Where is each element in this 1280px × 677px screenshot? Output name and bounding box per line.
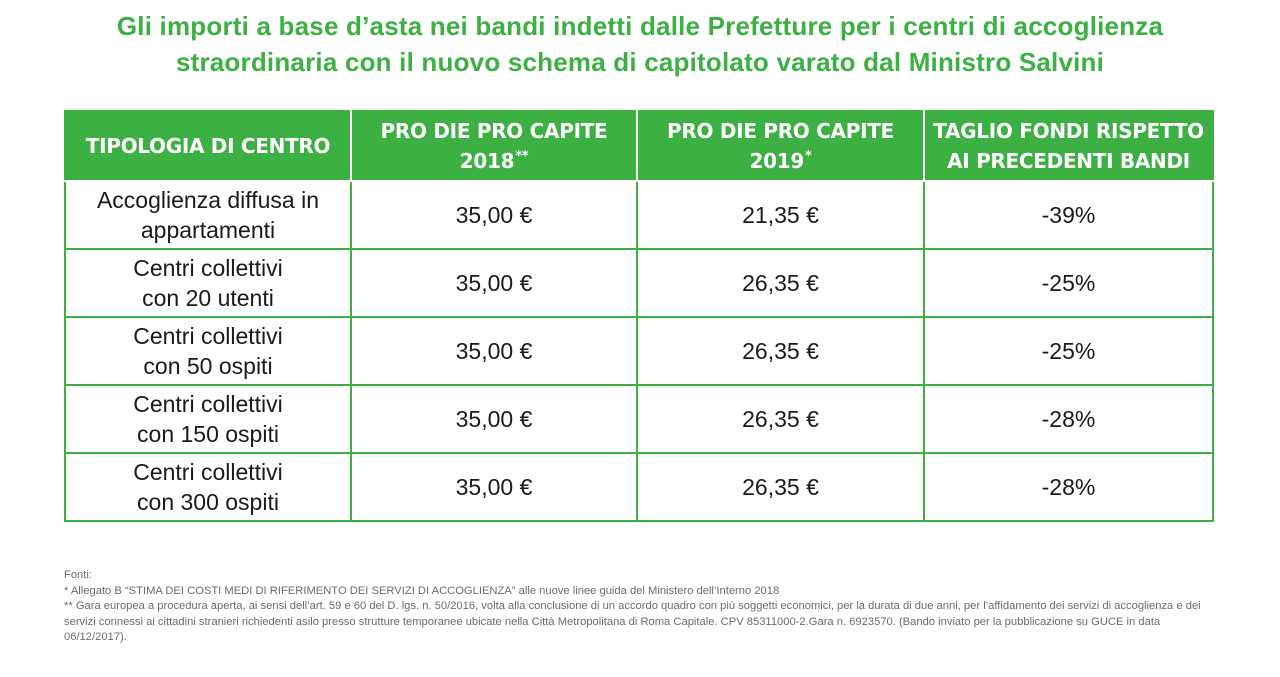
page-title-line-2: straordinaria con il nuovo schema di cap… bbox=[175, 47, 1105, 77]
cell-center-type: Centri collettivi con 20 utenti bbox=[64, 248, 352, 318]
source-note-2: ** Gara europea a procedura aperta, ai s… bbox=[64, 600, 1201, 643]
cell-text: appartamenti bbox=[140, 217, 276, 243]
column-header-label: TIPOLOGIA DI CENTRO bbox=[85, 134, 331, 158]
sources-notes: Fonti: * Allegato B “STIMA DEI COSTI MED… bbox=[64, 568, 1224, 646]
cell-pro-die-2019: 26,35 € bbox=[636, 248, 925, 318]
table-header-row: TIPOLOGIA DI CENTRO PRO DIE PRO CAPITE 2… bbox=[64, 110, 1214, 182]
column-header-label: PRO DIE PRO CAPITE bbox=[667, 119, 894, 143]
column-header-year: 2018 bbox=[459, 149, 515, 173]
sources-label: Fonti: bbox=[64, 569, 92, 581]
page-title: Gli importi a base d’asta nei bandi inde… bbox=[40, 8, 1240, 80]
table-row: Centri collettivi con 150 ospiti 35,00 €… bbox=[64, 384, 1214, 454]
cell-pro-die-2018: 35,00 € bbox=[350, 248, 638, 318]
cell-center-type: Centri collettivi con 300 ospiti bbox=[64, 452, 352, 522]
cell-pro-die-2019: 26,35 € bbox=[636, 452, 925, 522]
cell-text: Centri collettivi bbox=[133, 255, 283, 281]
column-header-label: TAGLIO FONDI RISPETTO bbox=[933, 119, 1204, 143]
cell-pro-die-2018: 35,00 € bbox=[350, 316, 638, 386]
column-header-year-line: 2018** bbox=[358, 146, 630, 176]
table-row: Centri collettivi con 300 ospiti 35,00 €… bbox=[64, 452, 1214, 522]
table-row: Accoglienza diffusa in appartamenti 35,0… bbox=[64, 180, 1214, 250]
source-note-1: * Allegato B “STIMA DEI COSTI MEDI DI RI… bbox=[64, 584, 780, 597]
column-header-year: 2019 bbox=[749, 149, 805, 173]
cell-pro-die-2018: 35,00 € bbox=[350, 180, 638, 250]
footnote-mark: ** bbox=[515, 149, 529, 164]
column-header-label: PRO DIE PRO CAPITE bbox=[380, 119, 608, 143]
column-header-tipologia: TIPOLOGIA DI CENTRO bbox=[64, 110, 352, 182]
footnote-mark: * bbox=[804, 149, 812, 164]
cell-text: con 20 utenti bbox=[142, 285, 274, 311]
cell-text: con 50 ospiti bbox=[143, 353, 273, 379]
cell-funding-cut: -39% bbox=[923, 180, 1214, 250]
page-title-line-1: Gli importi a base d’asta nei bandi inde… bbox=[116, 11, 1164, 41]
cell-pro-die-2019: 21,35 € bbox=[636, 180, 925, 250]
column-header-label: AI PRECEDENTI BANDI bbox=[947, 149, 1190, 173]
cell-pro-die-2018: 35,00 € bbox=[350, 452, 638, 522]
cell-text: Centri collettivi bbox=[133, 391, 283, 417]
cell-funding-cut: -28% bbox=[923, 384, 1214, 454]
cell-pro-die-2019: 26,35 € bbox=[636, 384, 925, 454]
table-row: Centri collettivi con 20 utenti 35,00 € … bbox=[64, 248, 1214, 318]
column-header-taglio-fondi: TAGLIO FONDI RISPETTO AI PRECEDENTI BAND… bbox=[923, 110, 1214, 182]
cell-pro-die-2018: 35,00 € bbox=[350, 384, 638, 454]
cell-text: con 300 ospiti bbox=[137, 489, 279, 515]
cell-text: con 150 ospiti bbox=[137, 421, 279, 447]
cell-funding-cut: -25% bbox=[923, 248, 1214, 318]
column-header-year-line: 2019* bbox=[644, 146, 917, 176]
column-header-pro-die-2019: PRO DIE PRO CAPITE 2019* bbox=[636, 110, 925, 182]
cell-center-type: Accoglienza diffusa in appartamenti bbox=[64, 180, 352, 250]
cell-text: Centri collettivi bbox=[133, 459, 283, 485]
funding-table: TIPOLOGIA DI CENTRO PRO DIE PRO CAPITE 2… bbox=[64, 110, 1214, 522]
cell-funding-cut: -28% bbox=[923, 452, 1214, 522]
cell-center-type: Centri collettivi con 50 ospiti bbox=[64, 316, 352, 386]
column-header-pro-die-2018: PRO DIE PRO CAPITE 2018** bbox=[350, 110, 638, 182]
cell-pro-die-2019: 26,35 € bbox=[636, 316, 925, 386]
cell-text: Accoglienza diffusa in bbox=[96, 187, 320, 213]
table-row: Centri collettivi con 50 ospiti 35,00 € … bbox=[64, 316, 1214, 386]
cell-funding-cut: -25% bbox=[923, 316, 1214, 386]
cell-center-type: Centri collettivi con 150 ospiti bbox=[64, 384, 352, 454]
cell-text: Centri collettivi bbox=[133, 323, 283, 349]
